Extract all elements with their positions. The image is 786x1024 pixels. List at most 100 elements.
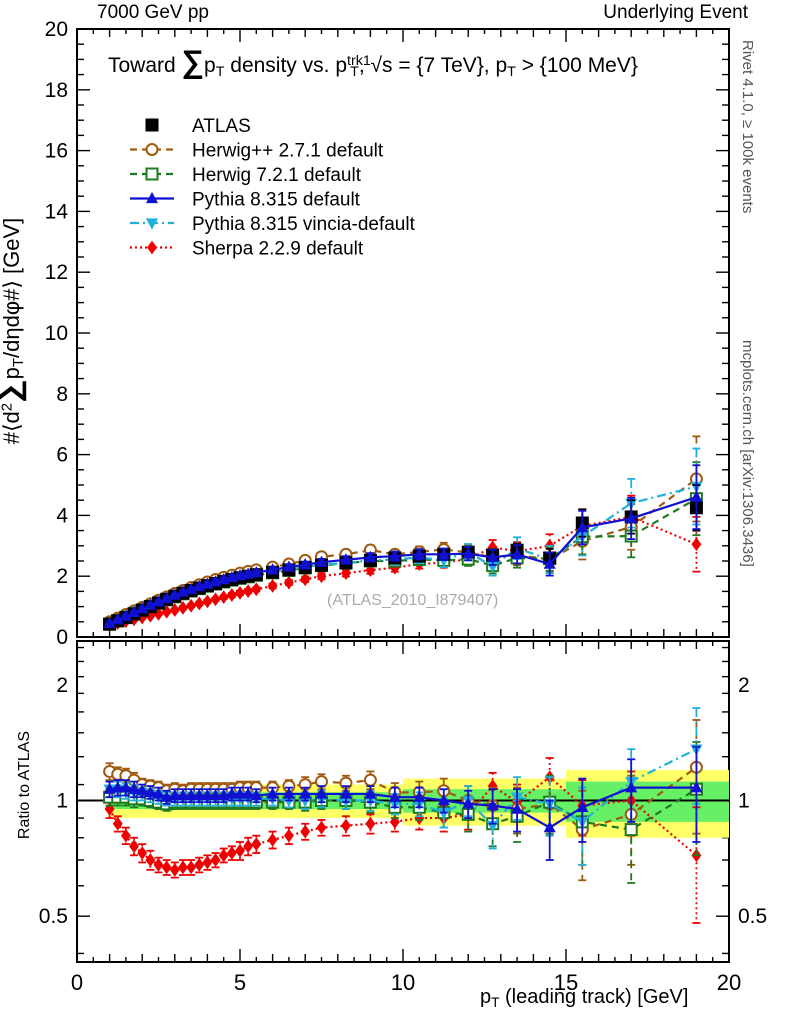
- data-marker: [233, 787, 247, 799]
- data-marker: [119, 781, 132, 793]
- data-marker: [300, 572, 311, 587]
- data-marker: [300, 824, 311, 839]
- data-marker: [282, 787, 295, 799]
- data-marker: [282, 795, 295, 808]
- ylabel-sub-T: T: [10, 357, 28, 368]
- main-y-tick: 8: [56, 383, 68, 406]
- x-tick: 20: [717, 970, 741, 995]
- data-marker: [414, 811, 425, 825]
- data-marker: [365, 816, 376, 831]
- main-y-tick: 16: [45, 140, 68, 163]
- main-y-tick: 12: [45, 261, 68, 284]
- data-marker: [299, 787, 312, 799]
- data-marker: [316, 820, 327, 835]
- main-tick-labels: 0 2 4 6 8 10 12 14 16 18 20: [45, 18, 69, 649]
- data-marker: [201, 788, 214, 801]
- legend-label: Herwig++ 2.7.1 default: [192, 141, 384, 162]
- x-tick: 0: [71, 970, 83, 995]
- ratio-y-tick: 0.5: [738, 905, 767, 928]
- x-tick: 15: [554, 970, 578, 995]
- data-marker: [145, 167, 159, 181]
- data-marker: [137, 846, 148, 860]
- data-marker: [169, 603, 180, 617]
- title-cut: > {100 MeV}: [515, 54, 638, 77]
- legend-item[interactable]: Pythia 8.315 default: [130, 190, 361, 211]
- title-p: p: [204, 54, 216, 77]
- data-marker: [145, 191, 159, 204]
- data-marker: [161, 860, 172, 875]
- data-marker: [266, 787, 279, 799]
- legend: ATLAS Herwig++ 2.7.1 default Herwig 7.2.1 …: [130, 116, 416, 260]
- title-p2: p: [335, 54, 348, 77]
- data-marker: [543, 557, 556, 569]
- data-marker: [266, 563, 279, 575]
- legend-label: Herwig 7.2.1 default: [192, 165, 362, 186]
- main-y-tick: 20: [45, 18, 68, 41]
- data-marker: [691, 537, 702, 552]
- ratio-y-tick: 2: [738, 674, 750, 697]
- data-marker: [112, 816, 123, 831]
- title-p3-sub: T: [507, 63, 516, 80]
- data-marker: [186, 860, 197, 875]
- data-marker: [250, 565, 263, 578]
- data-marker: [543, 821, 556, 833]
- title-sum: ∑: [181, 43, 205, 79]
- data-marker: [152, 595, 165, 607]
- data-marker: [690, 781, 703, 793]
- legend-item[interactable]: ATLAS: [145, 116, 251, 137]
- data-marker: [129, 839, 139, 854]
- legend-label: Pythia 8.315 vincia-default: [192, 214, 416, 235]
- data-marker: [690, 490, 703, 502]
- title-toward: Toward: [108, 54, 176, 77]
- data-marker: [193, 788, 206, 801]
- data-marker: [210, 592, 221, 607]
- data-marker: [169, 862, 180, 877]
- data-marker: [364, 787, 377, 799]
- data-marker: [388, 549, 401, 561]
- data-marker: [120, 828, 131, 843]
- data-marker: [283, 575, 294, 590]
- data-marker: [153, 857, 164, 872]
- data-marker: [152, 787, 165, 799]
- data-marker: [341, 818, 351, 833]
- main-y-tick: 4: [56, 504, 68, 527]
- data-marker: [144, 785, 157, 798]
- legend-item[interactable]: Herwig++ 2.7.1 default: [130, 141, 384, 162]
- data-marker: [194, 857, 205, 872]
- title-density: density vs.: [230, 54, 330, 77]
- ratio-y-tick: 0.5: [39, 905, 68, 928]
- legend-item[interactable]: Sherpa 2.2.9 default: [130, 239, 364, 260]
- data-marker: [168, 788, 181, 801]
- data-marker: [251, 582, 262, 597]
- data-marker: [145, 118, 159, 132]
- data-marker: [202, 594, 213, 609]
- data-marker: [413, 790, 426, 802]
- main-panel-frame: [76, 28, 730, 638]
- data-marker: [145, 218, 159, 230]
- legend-label: ATLAS: [192, 116, 251, 137]
- data-marker: [315, 787, 328, 799]
- legend-item[interactable]: Pythia 8.315 vincia-default: [130, 214, 416, 235]
- data-marker: [511, 802, 524, 814]
- ratio-panel-frame: [76, 640, 730, 963]
- x-tick-labels: 0 5 10 15 20: [71, 970, 741, 995]
- data-marker: [437, 793, 450, 806]
- data-marker: [486, 550, 499, 563]
- data-marker: [364, 550, 377, 563]
- legend-item[interactable]: Herwig 7.2.1 default: [130, 165, 362, 186]
- data-marker: [225, 787, 238, 799]
- data-marker: [226, 588, 237, 602]
- data-marker: [282, 560, 295, 572]
- data-marker: [147, 240, 157, 255]
- data-marker: [226, 846, 237, 860]
- data-marker: [462, 547, 475, 559]
- data-marker: [625, 781, 638, 793]
- data-marker: [437, 807, 450, 820]
- data-marker: [283, 828, 294, 843]
- data-marker: [218, 590, 229, 605]
- main-y-tick: 0: [56, 626, 68, 649]
- data-marker: [267, 579, 278, 593]
- legend-label: Pythia 8.315 default: [192, 190, 361, 211]
- ylabel-post: /dηdφ#⟩ [GeV]: [0, 217, 24, 358]
- ratio-y-tick: 1: [56, 789, 68, 812]
